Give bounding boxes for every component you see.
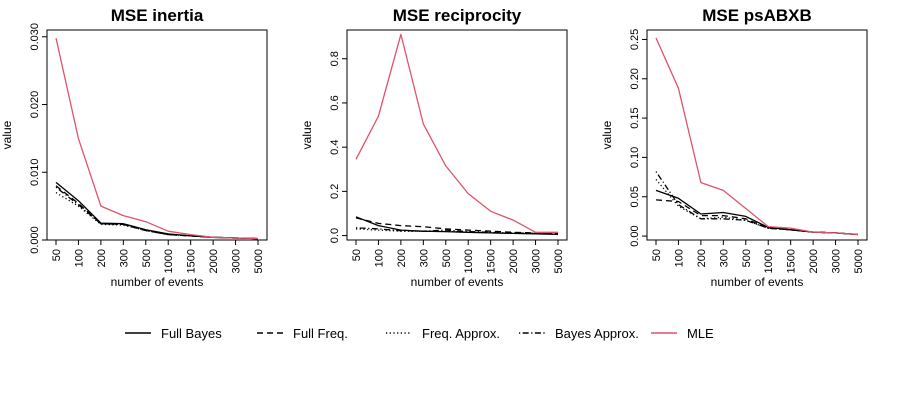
panel-1-x-tick-label: 300 (118, 249, 130, 267)
panel-1-series-bayes-approx (55, 186, 259, 240)
panel-3-series-mle (655, 37, 859, 236)
panel-2-y-tick-label: 0.2 (329, 184, 341, 199)
panel-3-x-tick-label: 5000 (853, 249, 865, 273)
panel-2-y-axis-label: value (300, 120, 314, 149)
legend-label-freq-approx: Freq. Approx. (422, 326, 500, 341)
panel-1-series-full-bayes (55, 181, 259, 240)
panel-2-y-tick-label: 0.0 (329, 228, 341, 243)
panel-3-chart-title: MSE psABXB (702, 6, 812, 25)
panel-1-plot-frame (46, 29, 268, 241)
panel-1-y-tick-label: 0.000 (29, 226, 41, 254)
legend-label-bayes-approx: Bayes Approx. (555, 326, 639, 341)
panel-3-x-tick-label: 200 (696, 249, 708, 267)
panel-2-series-freq-approx (355, 228, 559, 235)
panel-1-x-tick-label: 3000 (231, 249, 243, 273)
panel-2-x-tick-label: 2000 (508, 249, 520, 273)
panel-3-plot-frame (646, 29, 868, 241)
panel-1-y-tick-label: 0.010 (29, 158, 41, 186)
panel-1-x-tick-label: 5000 (253, 249, 265, 273)
panel-2-x-tick-label: 100 (373, 249, 385, 267)
panel-3-x-tick-label: 1500 (786, 249, 798, 273)
panel-2-plot-frame (346, 29, 568, 241)
panel-3-y-tick-label: 0.15 (629, 107, 641, 128)
panel-1-x-tick-label: 50 (51, 249, 63, 261)
panel-1-chart-title: MSE inertia (111, 6, 204, 25)
panel-1-x-tick-label: 500 (141, 249, 153, 267)
panel-3-y-tick-label: 0.25 (629, 29, 641, 50)
panel-1-x-tick-label: 1500 (186, 249, 198, 273)
panel-2-x-tick-label: 200 (396, 249, 408, 267)
panel-3-y-tick-label: 0.00 (629, 225, 641, 246)
panel-2-chart-title: MSE reciprocity (393, 6, 522, 25)
panel-1-series-full-freq (55, 185, 259, 240)
panel-1-x-axis-label: number of events (111, 275, 204, 289)
panel-1-x-tick-label: 2000 (208, 249, 220, 273)
panel-3-x-tick-label: 2000 (808, 249, 820, 273)
panel-2-series-bayes-approx (355, 227, 559, 235)
panel-3-y-tick-label: 0.05 (629, 186, 641, 207)
panel-3-y-axis-label: value (600, 120, 614, 149)
panel-1-x-tick-label: 100 (73, 249, 85, 267)
panel-3-x-axis-label: number of events (711, 275, 804, 289)
panel-1-y-tick-label: 0.020 (29, 91, 41, 119)
panel-2-y-tick-label: 0.6 (329, 95, 341, 110)
legend-label-full-freq: Full Freq. (293, 326, 348, 341)
panel-2-x-tick-label: 5000 (553, 249, 565, 273)
panel-2-x-axis-label: number of events (411, 275, 504, 289)
panel-2-x-tick-label: 3000 (531, 249, 543, 273)
panel-2-series-full-freq (355, 217, 559, 235)
panel-1-x-tick-label: 200 (96, 249, 108, 267)
panel-2-y-tick-label: 0.8 (329, 51, 341, 66)
panel-2-y-tick-label: 0.4 (329, 140, 341, 155)
panel-2-x-tick-label: 500 (441, 249, 453, 267)
legend-label-mle: MLE (687, 326, 714, 341)
panel-3-y-tick-label: 0.10 (629, 147, 641, 168)
panel-3-x-tick-label: 500 (741, 249, 753, 267)
panel-3-series-full-bayes (655, 189, 859, 236)
panel-3-y-tick-label: 0.20 (629, 68, 641, 89)
panel-1-series-mle (55, 37, 259, 240)
panel-2-x-tick-label: 300 (418, 249, 430, 267)
panel-2-x-tick-label: 1500 (486, 249, 498, 273)
panel-2-x-tick-label: 1000 (463, 249, 475, 273)
legend-label-full-bayes: Full Bayes (161, 326, 222, 341)
panel-3-x-tick-label: 1000 (763, 249, 775, 273)
panel-2-x-tick-label: 50 (351, 249, 363, 261)
panel-3-x-tick-label: 50 (651, 249, 663, 261)
panel-3-x-tick-label: 3000 (831, 249, 843, 273)
panel-1-y-axis-label: value (0, 120, 14, 149)
panel-1-x-tick-label: 1000 (163, 249, 175, 273)
panel-3-x-tick-label: 300 (718, 249, 730, 267)
panel-1-y-tick-label: 0.030 (29, 23, 41, 51)
panel-2-series-mle (355, 33, 558, 233)
panel-3-x-tick-label: 100 (673, 249, 685, 267)
